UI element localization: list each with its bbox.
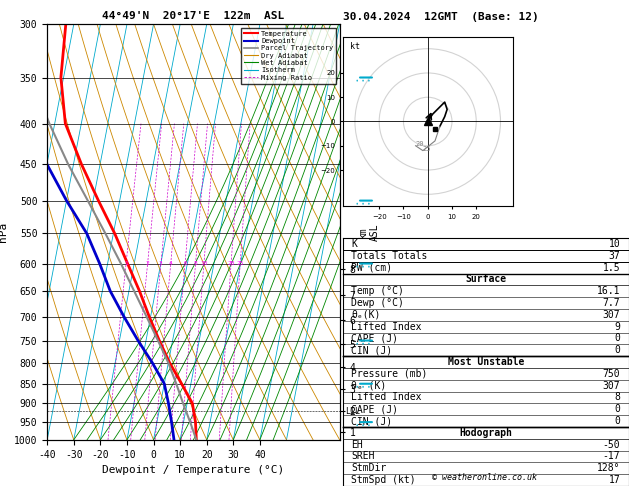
- Text: 25: 25: [237, 261, 244, 266]
- Text: StmDir: StmDir: [352, 463, 387, 473]
- Y-axis label: km
ASL: km ASL: [358, 223, 380, 241]
- Text: Hodograph: Hodograph: [459, 428, 513, 438]
- Text: Temp (°C): Temp (°C): [352, 286, 404, 296]
- Text: Most Unstable: Most Unstable: [448, 357, 524, 367]
- Text: 0: 0: [615, 416, 620, 426]
- Text: 20: 20: [416, 141, 424, 147]
- Text: Dewp (°C): Dewp (°C): [352, 298, 404, 308]
- Text: 8: 8: [615, 393, 620, 402]
- Text: 37: 37: [609, 251, 620, 261]
- Text: 750: 750: [603, 369, 620, 379]
- Text: EH: EH: [352, 440, 363, 450]
- Text: θₑ (K): θₑ (K): [352, 381, 387, 391]
- Text: 0: 0: [615, 333, 620, 344]
- Text: CIN (J): CIN (J): [352, 345, 392, 355]
- Text: 128°: 128°: [597, 463, 620, 473]
- Text: K: K: [352, 239, 357, 249]
- Text: 307: 307: [603, 310, 620, 320]
- Text: Lifted Index: Lifted Index: [352, 322, 422, 331]
- Text: 8: 8: [194, 261, 198, 266]
- Text: 0: 0: [615, 345, 620, 355]
- Text: Surface: Surface: [465, 275, 506, 284]
- Legend: Temperature, Dewpoint, Parcel Trajectory, Dry Adiabat, Wet Adiabat, Isotherm, Mi: Temperature, Dewpoint, Parcel Trajectory…: [241, 28, 336, 84]
- Text: Totals Totals: Totals Totals: [352, 251, 428, 261]
- Text: 3: 3: [159, 261, 163, 266]
- Text: 25: 25: [423, 146, 431, 152]
- Y-axis label: hPa: hPa: [0, 222, 8, 242]
- Text: SREH: SREH: [352, 451, 375, 462]
- Text: 10: 10: [609, 239, 620, 249]
- Text: 307: 307: [603, 381, 620, 391]
- Text: 7.7: 7.7: [603, 298, 620, 308]
- Text: Pressure (mb): Pressure (mb): [352, 369, 428, 379]
- Text: 10: 10: [200, 261, 208, 266]
- Text: © weatheronline.co.uk: © weatheronline.co.uk: [432, 473, 537, 482]
- X-axis label: Dewpoint / Temperature (°C): Dewpoint / Temperature (°C): [103, 465, 284, 475]
- Text: 1: 1: [124, 261, 128, 266]
- Text: 2: 2: [146, 261, 150, 266]
- Text: 0: 0: [615, 404, 620, 414]
- Text: LCL: LCL: [345, 407, 360, 416]
- Text: θₑ(K): θₑ(K): [352, 310, 381, 320]
- Text: 20: 20: [227, 261, 235, 266]
- Text: StmSpd (kt): StmSpd (kt): [352, 475, 416, 485]
- Text: 1.5: 1.5: [603, 262, 620, 273]
- Text: CAPE (J): CAPE (J): [352, 404, 398, 414]
- Text: -17: -17: [603, 451, 620, 462]
- Text: -50: -50: [603, 440, 620, 450]
- Text: 4: 4: [169, 261, 172, 266]
- Text: 9: 9: [615, 322, 620, 331]
- Text: 30.04.2024  12GMT  (Base: 12): 30.04.2024 12GMT (Base: 12): [343, 12, 538, 22]
- Title: 44°49'N  20°17'E  122m  ASL: 44°49'N 20°17'E 122m ASL: [103, 11, 284, 21]
- Text: 6: 6: [183, 261, 187, 266]
- Text: kt: kt: [350, 42, 360, 51]
- Text: Lifted Index: Lifted Index: [352, 393, 422, 402]
- Text: CAPE (J): CAPE (J): [352, 333, 398, 344]
- Text: CIN (J): CIN (J): [352, 416, 392, 426]
- Text: 16.1: 16.1: [597, 286, 620, 296]
- Text: 17: 17: [609, 475, 620, 485]
- Text: PW (cm): PW (cm): [352, 262, 392, 273]
